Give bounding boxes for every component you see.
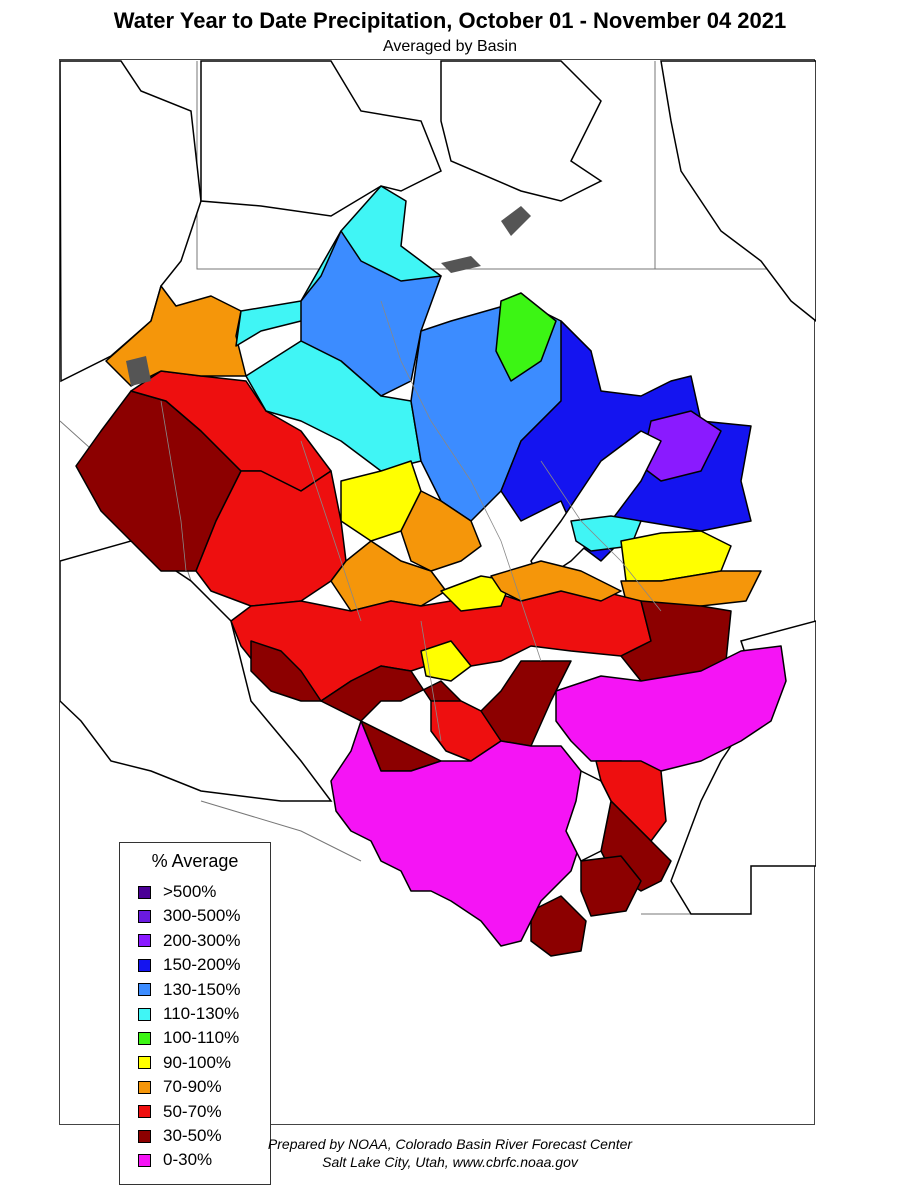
legend-label: >500% [163,882,217,901]
region-se3-30-50 [580,855,642,917]
legend-item: 100-110% [138,1027,239,1049]
legend-swatch [138,958,151,972]
legend-label: 150-200% [163,955,241,975]
legend-swatch [138,934,151,948]
lakes [126,206,531,386]
map-title: Water Year to Date Precipitation, Octobe… [113,8,787,33]
region-sc-70-90 [490,560,622,602]
legend-swatch [138,1129,151,1143]
legend-item: 200-300% [138,930,241,952]
legend-swatch [138,983,151,997]
legend-item: >500% [138,881,216,903]
legend-swatch [138,1153,151,1167]
region-nodata-south [565,770,612,862]
legend-item: 50-70% [138,1101,222,1123]
footer-location: Salt Lake City, Utah, www.cbrfc.noaa.gov [322,1154,578,1170]
legend-label: 0-30% [163,1150,213,1170]
region-s3-30-50 [530,895,587,957]
legend-label: 110-130% [163,1004,240,1023]
legend-label: 50-70% [163,1101,222,1121]
region-e-0-30 [555,645,787,772]
legend-label: 70-90% [163,1077,222,1097]
legend: % Average >500% 300-500% 200-300% 150-200% 1… [119,842,271,1185]
legend-label: 200-300% [163,930,241,950]
legend-item: 70-90% [138,1076,222,1098]
legend-swatch [138,909,151,923]
legend-item: 30-50% [138,1125,222,1147]
legend-swatch [138,1080,151,1094]
legend-swatch [138,1031,151,1045]
legend-swatch [138,1105,151,1119]
legend-item: 0-30% [138,1149,212,1171]
legend-label: 300-500% [163,906,241,926]
legend-item: 130-150% [138,979,241,1001]
region-green-1 [495,292,557,382]
legend-item: 110-130% [138,1003,239,1025]
legend-swatch [138,1007,151,1021]
legend-label: 90-100% [163,1052,232,1072]
rivers [160,300,662,742]
legend-label: 100-110% [163,1028,240,1048]
legend-swatch [138,885,151,899]
region-s2-30-50 [250,640,322,702]
outside-basins [60,60,816,915]
legend-item: 150-200% [138,954,241,976]
legend-item: 300-500% [138,905,241,927]
map-frame: % Average >500% 300-500% 200-300% 150-200% 1… [59,59,816,1185]
legend-swatch [138,1056,151,1070]
region-s-0-30 [330,720,592,947]
legend-item: 90-100% [138,1052,231,1074]
map-subtitle: Averaged by Basin [382,38,517,55]
legend-title: % Average [151,851,239,871]
region-e-150-200 [500,320,752,562]
region-c-70-90 [400,490,482,572]
region-sc2-90-100 [420,640,472,682]
legend-label: 30-50% [163,1126,222,1145]
footer-credit: Prepared by NOAA, Colorado Basin River F… [267,1136,633,1152]
basin-map [60,60,816,957]
precip-regions [75,185,787,957]
legend-label: 130-150% [163,979,241,999]
